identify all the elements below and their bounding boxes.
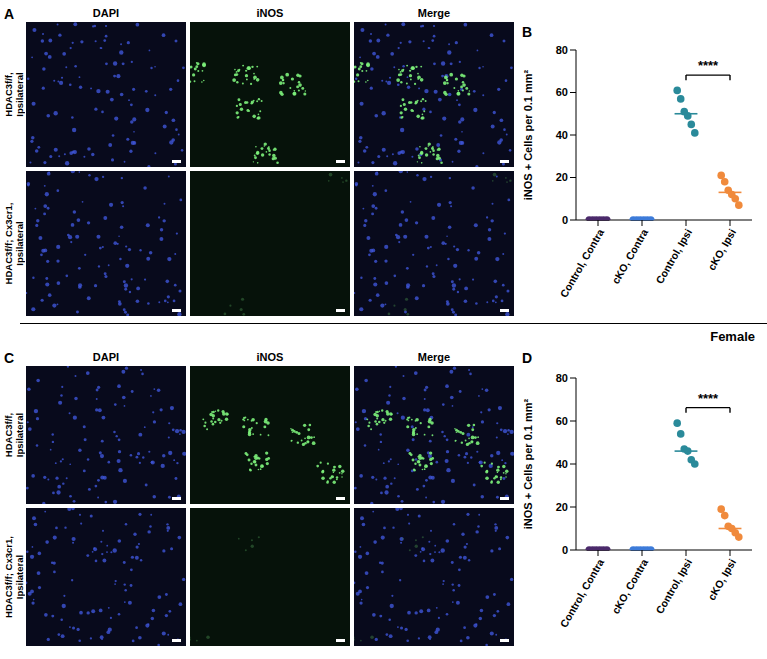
html-text:D: D <box>522 350 533 366</box>
svg-text:20: 20 <box>556 501 568 513</box>
svg-text:HDAC3f/f,Ipsilateral: HDAC3f/f,Ipsilateral <box>3 72 25 116</box>
html-text:iNOS: iNOS <box>256 7 284 19</box>
svg-text:HDAC3f/f,Ipsilateral: HDAC3f/f,Ipsilateral <box>3 413 25 457</box>
svg-text:80: 80 <box>556 372 568 384</box>
svg-text:cKO, Contra: cKO, Contra <box>609 557 650 616</box>
html-text:Merge: Merge <box>417 7 451 19</box>
html-text:A: A <box>4 6 15 22</box>
svg-text:0: 0 <box>562 544 568 556</box>
html-text:DAPI: DAPI <box>92 351 120 363</box>
html-text:Female: Female <box>710 329 755 344</box>
svg-text:****: **** <box>698 58 719 73</box>
svg-text:40: 40 <box>556 129 568 141</box>
svg-text:Control, Ipsi: Control, Ipsi <box>653 557 694 616</box>
svg-text:cKO, Ipsi: cKO, Ipsi <box>705 227 738 272</box>
svg-text:iNOS + Cells per 0.1 mm²: iNOS + Cells per 0.1 mm² <box>522 69 534 200</box>
html-text:Merge: Merge <box>417 351 451 363</box>
html-text:B: B <box>522 24 533 40</box>
svg-text:Control, Ipsi: Control, Ipsi <box>653 227 694 286</box>
svg-text:Control, Contra: Control, Contra <box>557 227 606 300</box>
svg-text:60: 60 <box>556 86 568 98</box>
svg-text:****: **** <box>698 391 719 406</box>
svg-text:iNOS + Cells per 0.1 mm²: iNOS + Cells per 0.1 mm² <box>522 398 534 529</box>
html-text:DAPI: DAPI <box>92 7 120 19</box>
svg-text:HDAC3f/f; Cx3cr1,Ipsilateral: HDAC3f/f; Cx3cr1,Ipsilateral <box>3 536 25 618</box>
svg-text:cKO, Ipsi: cKO, Ipsi <box>705 557 738 602</box>
svg-text:0: 0 <box>562 214 568 226</box>
svg-text:20: 20 <box>556 171 568 183</box>
html-text:iNOS: iNOS <box>256 351 284 363</box>
svg-text:Control, Contra: Control, Contra <box>557 557 606 630</box>
svg-text:60: 60 <box>556 415 568 427</box>
svg-text:40: 40 <box>556 458 568 470</box>
svg-text:cKO, Contra: cKO, Contra <box>609 227 650 286</box>
svg-text:HDAC3f/f; Cx3cr1,Ipsilateral: HDAC3f/f; Cx3cr1,Ipsilateral <box>3 203 25 285</box>
html-text:C: C <box>4 350 15 366</box>
svg-text:80: 80 <box>556 44 568 56</box>
